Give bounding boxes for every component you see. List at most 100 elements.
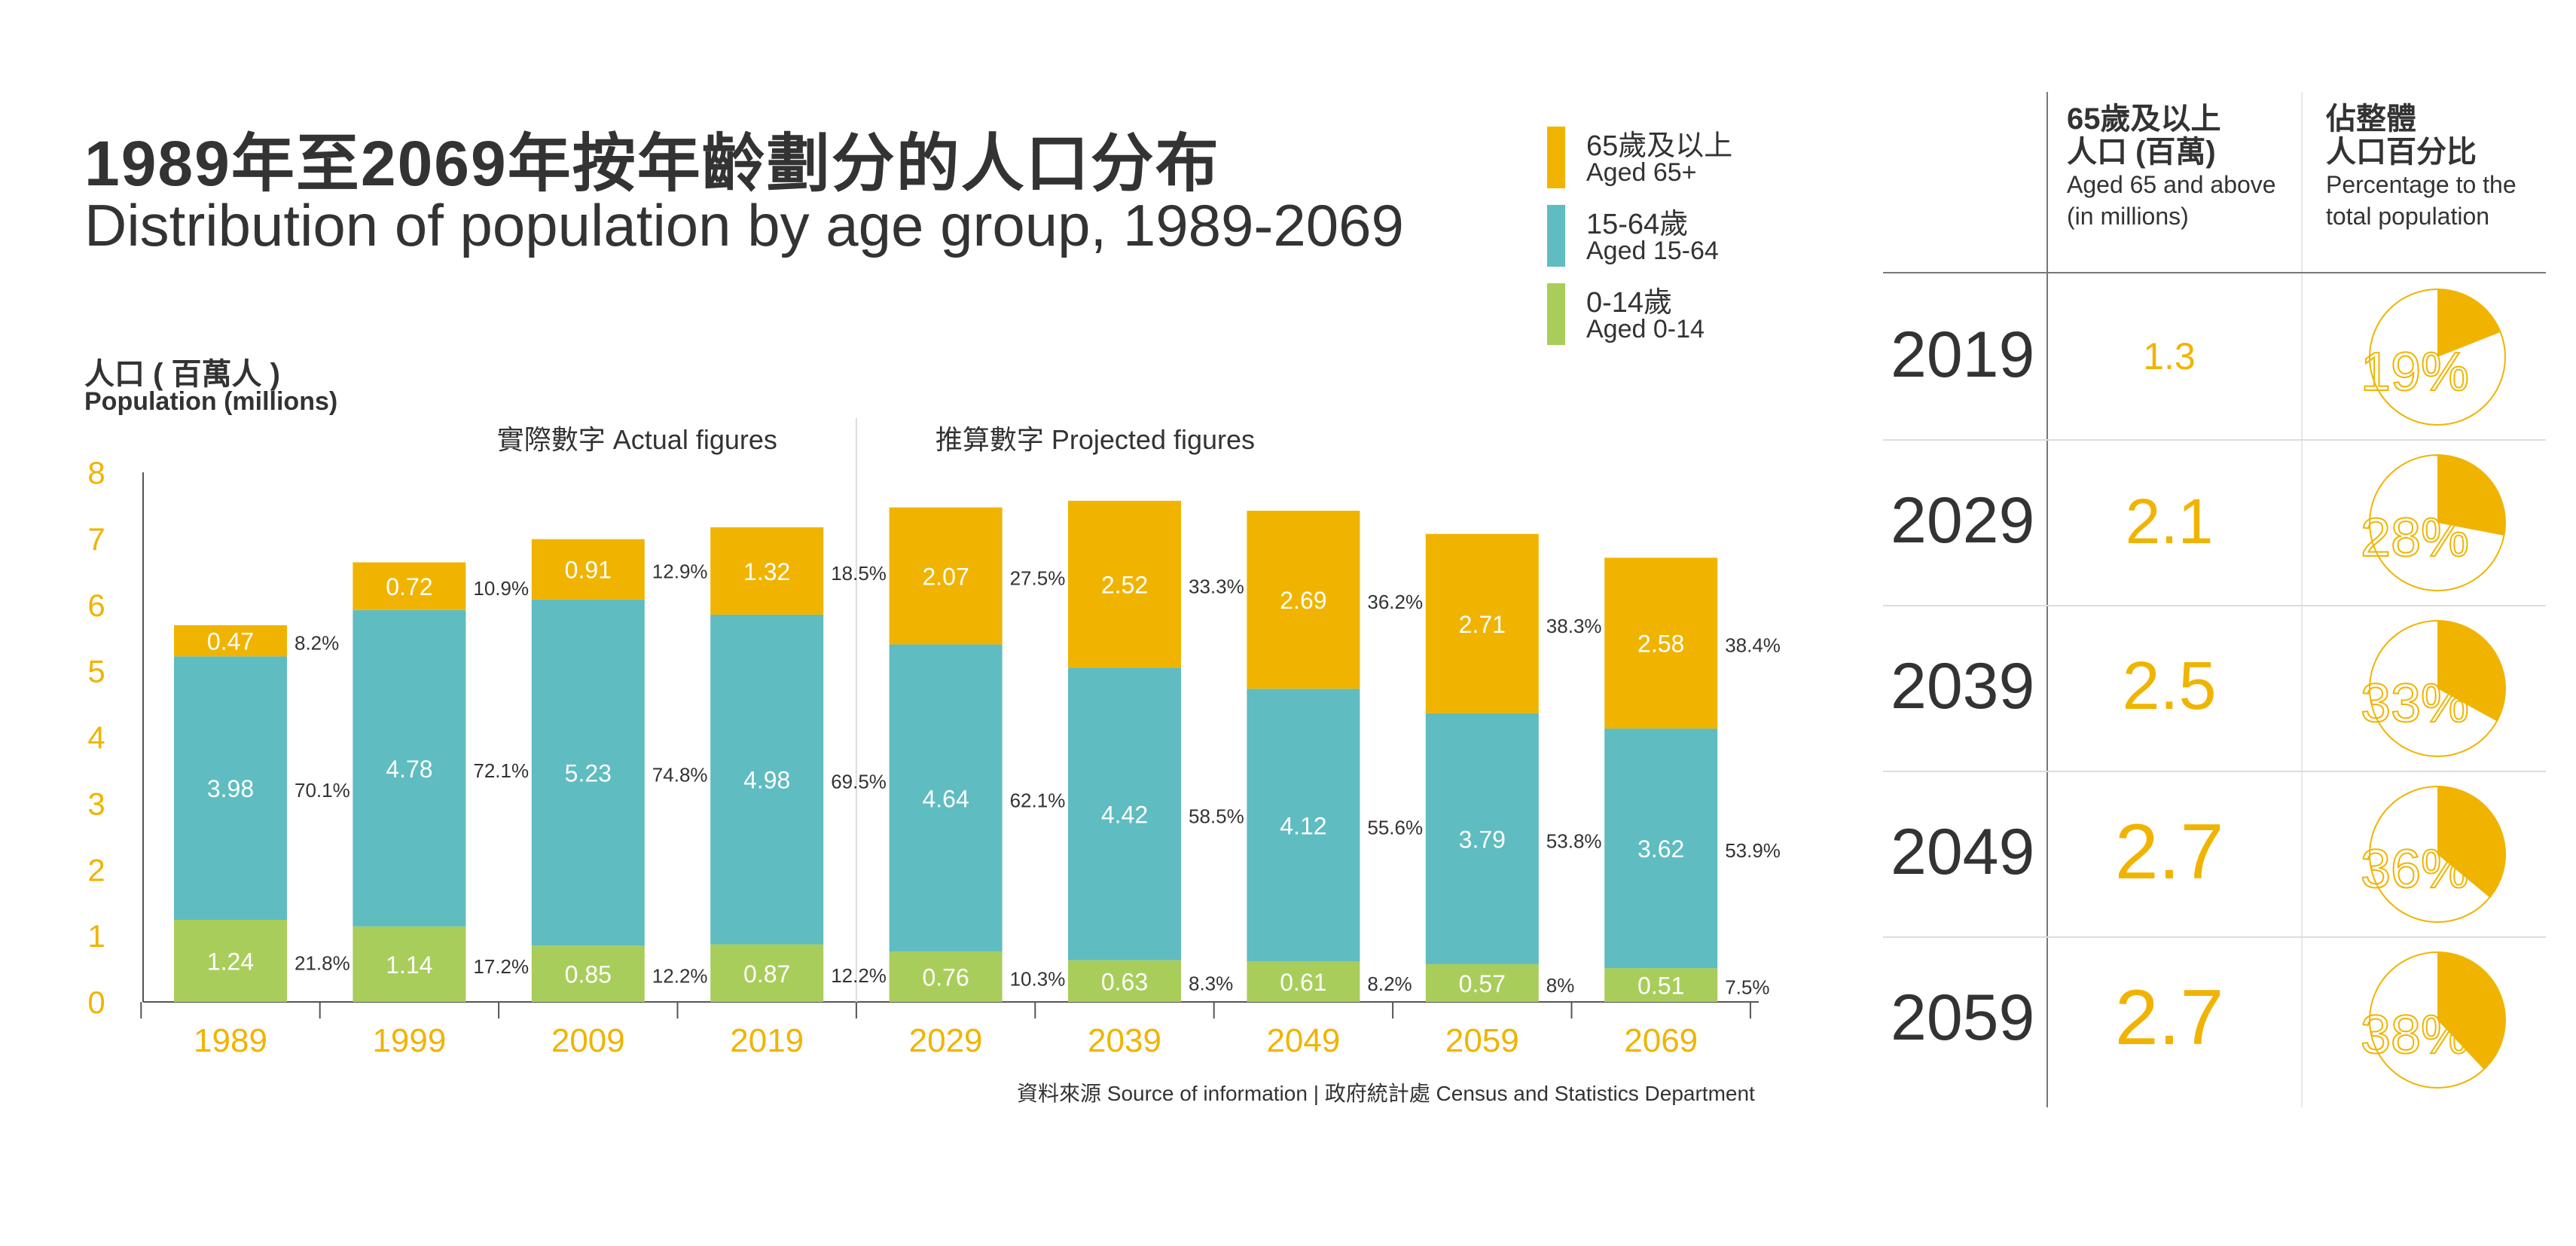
y-tick-label: 5 xyxy=(87,654,105,689)
table-aged-value: 2.5 xyxy=(2122,649,2217,724)
percent-pie-label: 38% xyxy=(2361,1005,2469,1065)
y-tick-label: 2 xyxy=(87,852,105,887)
legend-swatch-15-64 xyxy=(1547,205,1565,267)
bar-percent-label: 69.5% xyxy=(831,771,887,793)
bar-value-label: 0.91 xyxy=(565,557,612,584)
bar-percent-label: 55.6% xyxy=(1367,816,1423,838)
bar-value-label: 0.51 xyxy=(1637,973,1684,1000)
bar-percent-label: 8.2% xyxy=(295,632,339,655)
x-tick-label: 2069 xyxy=(1624,1022,1698,1059)
bar-value-label: 1.24 xyxy=(207,948,254,976)
y-tick-label: 0 xyxy=(87,985,105,1020)
bar-percent-label: 70.1% xyxy=(295,779,350,802)
bar-percent-label: 72.1% xyxy=(473,759,529,782)
bar-percent-label: 53.8% xyxy=(1546,829,1602,852)
table-header-percent: 佔整體 人口百分比 Percentage to the total popula… xyxy=(2326,102,2516,232)
table-aged-value: 1.3 xyxy=(2143,335,2196,377)
bar-percent-label: 10.3% xyxy=(1010,968,1066,991)
bar-value-label: 5.23 xyxy=(565,760,612,787)
x-tick-label: 2059 xyxy=(1445,1022,1519,1059)
legend-swatch-65plus xyxy=(1547,127,1565,188)
legend-label-en: Aged 0-14 xyxy=(1586,315,1705,344)
bar-percent-label: 7.5% xyxy=(1725,976,1769,999)
bar-value-label: 4.42 xyxy=(1101,801,1148,828)
bar-segment xyxy=(710,527,824,615)
bar-percent-label: 33.3% xyxy=(1189,576,1244,598)
percent-pie-label: 19% xyxy=(2361,342,2469,402)
stacked-bar-chart: 0 1 2 3 4 5 6 7 8 實際數字 Actual figures 推算數字 Project… xyxy=(87,418,1781,1059)
table-aged-value: 2.1 xyxy=(2125,485,2214,557)
bar-value-label: 1.14 xyxy=(386,951,432,979)
bar-value-label: 0.85 xyxy=(565,961,612,988)
bar-value-label: 0.76 xyxy=(922,964,969,991)
x-tick-label: 2049 xyxy=(1266,1022,1340,1059)
bar-percent-label: 10.9% xyxy=(473,577,529,600)
page-title-zh: 1989年至2069年按年齡劃分的人口分布 xyxy=(84,128,1220,199)
bar-segment xyxy=(1068,667,1181,960)
bar-segment xyxy=(1604,557,1718,729)
bar-value-label: 0.57 xyxy=(1459,970,1506,997)
bar-percent-label: 38.4% xyxy=(1725,634,1781,657)
table-header-percent-zh: 佔整體 人口百分比 xyxy=(2326,102,2477,169)
percent-pie-label: 28% xyxy=(2361,508,2469,568)
bar-value-label: 4.98 xyxy=(743,767,790,794)
y-tick-label: 3 xyxy=(87,786,105,821)
percent-pie-slice xyxy=(2437,621,2506,722)
bar-segment xyxy=(1247,689,1360,962)
bar-value-label: 4.12 xyxy=(1280,812,1326,839)
bar-percent-label: 8.2% xyxy=(1367,973,1412,995)
y-tick-label: 8 xyxy=(87,455,105,490)
bar-segment xyxy=(1604,968,1718,1002)
bar-value-label: 0.72 xyxy=(386,573,432,600)
bar-segment xyxy=(531,599,645,946)
bar-segment xyxy=(531,539,645,600)
bar-segment xyxy=(710,944,824,1002)
bar-segment xyxy=(1604,728,1718,969)
bar-value-label: 2.71 xyxy=(1459,611,1506,638)
bar-percent-label: 36.2% xyxy=(1367,591,1423,613)
bar-value-label: 2.07 xyxy=(922,563,969,591)
bar-segment xyxy=(889,507,1003,645)
bar-percent-label: 8% xyxy=(1546,974,1575,997)
legend-label-en: Aged 15-64 xyxy=(1586,237,1719,265)
percent-pie-label: 33% xyxy=(2361,673,2469,734)
y-tick-label: 6 xyxy=(87,588,105,623)
x-tick-label: 1999 xyxy=(372,1022,446,1059)
percent-pie-slice xyxy=(2437,952,2505,1070)
bar-segment xyxy=(889,951,1003,1002)
bar-value-label: 3.98 xyxy=(207,775,254,802)
table-header-aged-zh: 65歲及以上 人口 (百萬) xyxy=(2067,102,2221,169)
bar-value-label: 2.58 xyxy=(1637,631,1684,658)
table-year: 2039 xyxy=(1891,650,2035,722)
bar-value-label: 2.69 xyxy=(1280,587,1326,614)
bar-segment xyxy=(174,625,287,657)
y-axis-label-zh: 人口 ( 百萬人 ) xyxy=(84,358,280,391)
bar-percent-label: 18.5% xyxy=(831,562,887,585)
table-aged-value: 2.7 xyxy=(2114,973,2224,1061)
bar-segment xyxy=(353,609,466,927)
bar-percent-label: 74.8% xyxy=(652,764,708,786)
bar-percent-label: 21.8% xyxy=(295,952,350,975)
bar-segment xyxy=(353,562,466,610)
bar-segment xyxy=(1068,960,1181,1002)
x-tick-label: 2009 xyxy=(551,1022,625,1059)
bar-value-label: 0.47 xyxy=(207,628,254,655)
bar-percent-label: 17.2% xyxy=(473,955,529,978)
bar-percent-label: 12.9% xyxy=(652,560,708,583)
table-year: 2019 xyxy=(1891,319,2035,391)
x-tick-label: 1989 xyxy=(194,1022,267,1059)
bar-value-label: 3.62 xyxy=(1637,835,1684,863)
x-tick-label: 2029 xyxy=(909,1022,983,1059)
bar-segment xyxy=(1425,533,1539,713)
y-axis-label-en: Population (millions) xyxy=(84,387,338,416)
bar-value-label: 0.63 xyxy=(1101,968,1148,995)
bar-percent-label: 53.9% xyxy=(1725,839,1781,862)
legend-label-zh: 65歲及以上 xyxy=(1586,130,1733,162)
bar-segment xyxy=(1247,510,1360,689)
bar-value-label: 3.79 xyxy=(1459,826,1506,853)
section-label-projected: 推算數字 Projected figures xyxy=(935,424,1255,455)
table-header-percent-en: Percentage to the total population xyxy=(2326,171,2516,230)
bar-segment xyxy=(174,656,287,921)
bar-percent-label: 38.3% xyxy=(1546,615,1602,637)
